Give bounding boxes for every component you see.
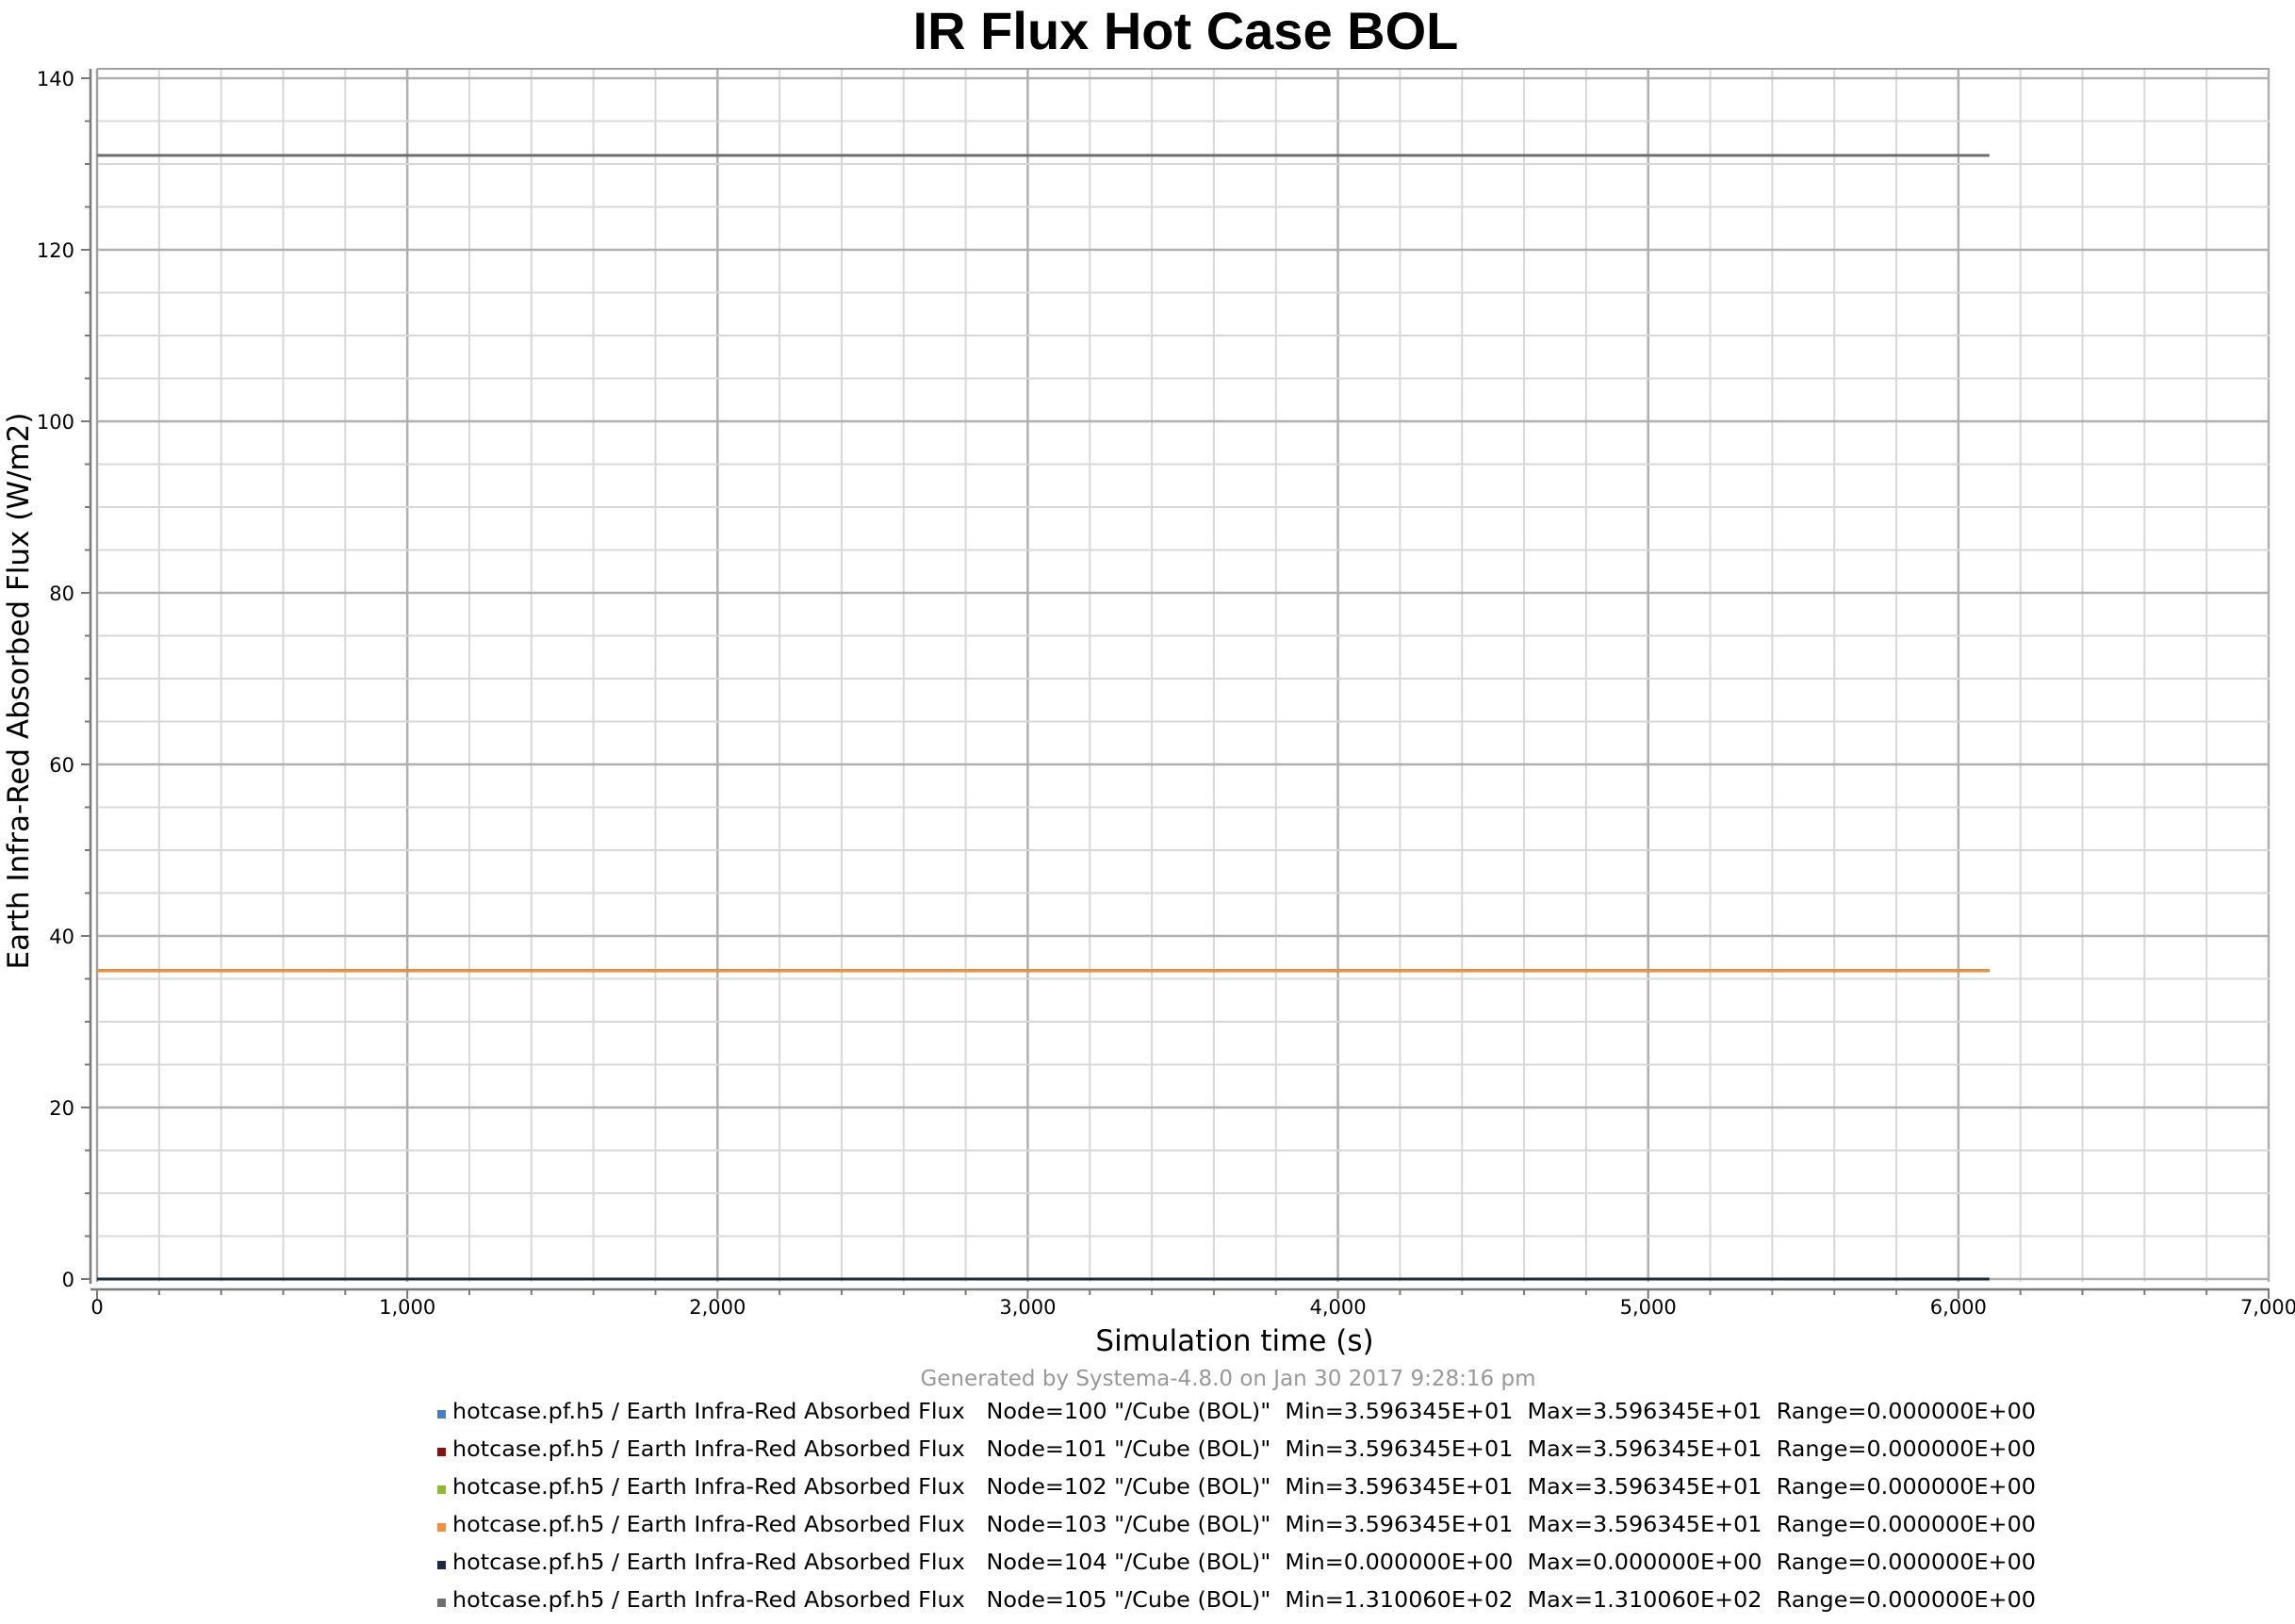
x-tick-label: 0	[90, 1296, 103, 1319]
chart-title: IR Flux Hot Case BOL	[913, 1, 1459, 60]
generated-footer: Generated by Systema-4.8.0 on Jan 30 201…	[921, 1367, 1536, 1391]
y-tick-label: 100	[37, 411, 74, 434]
legend-entry-4: hotcase.pf.h5 / Earth Infra-Red Absorbed…	[452, 1511, 2036, 1537]
tick-labels: 0 20 40 60 80 100 120 140 0 1,000 2,000 3,000 4,000 5…	[37, 68, 2295, 1319]
plot-area	[97, 154, 1990, 1281]
legend-swatch-2	[437, 1448, 446, 1456]
legend-swatch-5	[437, 1561, 446, 1569]
y-tick-label: 20	[49, 1097, 74, 1120]
legend-entry-2: hotcase.pf.h5 / Earth Infra-Red Absorbed…	[452, 1435, 2036, 1462]
legend-swatch-6	[437, 1599, 446, 1607]
legend: hotcase.pf.h5 / Earth Infra-Red Absorbed…	[437, 1398, 2036, 1613]
y-tick-label: 120	[37, 239, 74, 262]
axes	[81, 68, 2270, 1299]
grid	[95, 69, 2270, 1282]
y-tick-label: 80	[49, 582, 74, 605]
legend-swatch-1	[437, 1410, 446, 1419]
legend-entry-5: hotcase.pf.h5 / Earth Infra-Red Absorbed…	[452, 1549, 2036, 1575]
y-tick-label: 40	[49, 926, 74, 948]
y-tick-label: 60	[49, 754, 74, 777]
x-tick-label: 4,000	[1310, 1296, 1367, 1319]
x-axis-label: Simulation time (s)	[1095, 1324, 1373, 1358]
x-tick-label: 2,000	[689, 1296, 746, 1319]
x-tick-label: 3,000	[999, 1296, 1056, 1319]
legend-swatch-4	[437, 1523, 446, 1532]
y-tick-label: 0	[62, 1269, 74, 1291]
y-axis-label: Earth Infra-Red Absorbed Flux (W/m2)	[2, 413, 36, 970]
x-tick-label: 6,000	[1930, 1296, 1987, 1319]
x-tick-label: 7,000	[2240, 1296, 2295, 1319]
legend-swatch-3	[437, 1485, 446, 1494]
x-tick-label: 1,000	[379, 1296, 435, 1319]
y-tick-label: 140	[37, 68, 74, 90]
x-tick-label: 5,000	[1620, 1296, 1677, 1319]
legend-entry-3: hotcase.pf.h5 / Earth Infra-Red Absorbed…	[452, 1473, 2036, 1500]
legend-entry-6: hotcase.pf.h5 / Earth Infra-Red Absorbed…	[452, 1586, 2036, 1613]
legend-entry-1: hotcase.pf.h5 / Earth Infra-Red Absorbed…	[452, 1398, 2036, 1424]
